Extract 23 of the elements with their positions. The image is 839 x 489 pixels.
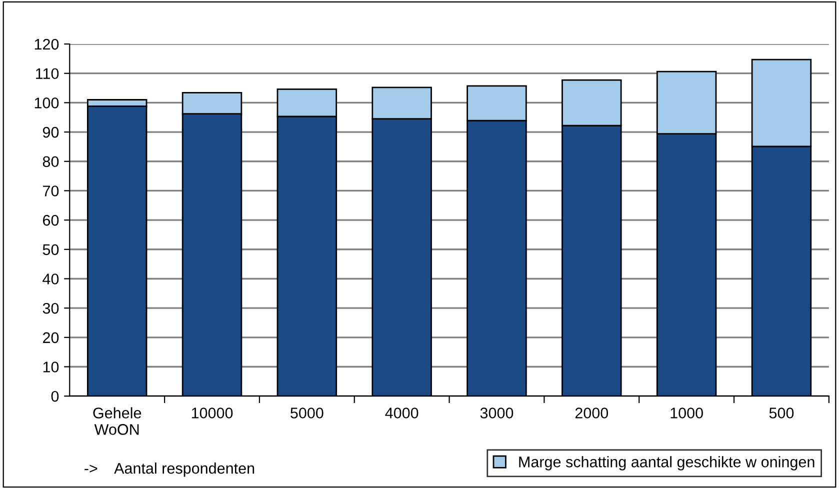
y-tick-label: 0 — [51, 390, 59, 402]
y-tick-label: 50 — [42, 244, 59, 256]
y-tick-label: 60 — [43, 214, 59, 226]
y-tick-label: 90 — [42, 126, 59, 138]
text: -> Aantal respondenten — [84, 462, 254, 477]
y-tick-label: 120 — [34, 38, 59, 50]
y-tick-label: 10 — [43, 362, 59, 372]
y-tick-label: 110 — [36, 68, 59, 80]
x-tick-label: 1000 — [670, 408, 703, 418]
x-tick-label: Gehele WoON — [93, 407, 142, 435]
y-tick-label: 80 — [42, 156, 59, 168]
x-tick-label: 500 — [769, 408, 794, 418]
y-tick-label: 70 — [43, 186, 59, 196]
y-tick-label: 20 — [42, 332, 59, 344]
x-tick-label: 10000 — [192, 408, 233, 418]
y-tick-label: 40 — [42, 274, 59, 284]
y-tick-label: 30 — [42, 302, 59, 314]
y-tick-label: 100 — [34, 98, 59, 108]
x-tick-label: 5000 — [290, 408, 324, 418]
x-tick-label: 2000 — [575, 408, 608, 418]
x-tick-label: 3000 — [480, 408, 514, 418]
x-tick-label: 4000 — [385, 408, 418, 418]
legend-label: Marge schatting aantal geschikte w oningen — [519, 456, 814, 470]
